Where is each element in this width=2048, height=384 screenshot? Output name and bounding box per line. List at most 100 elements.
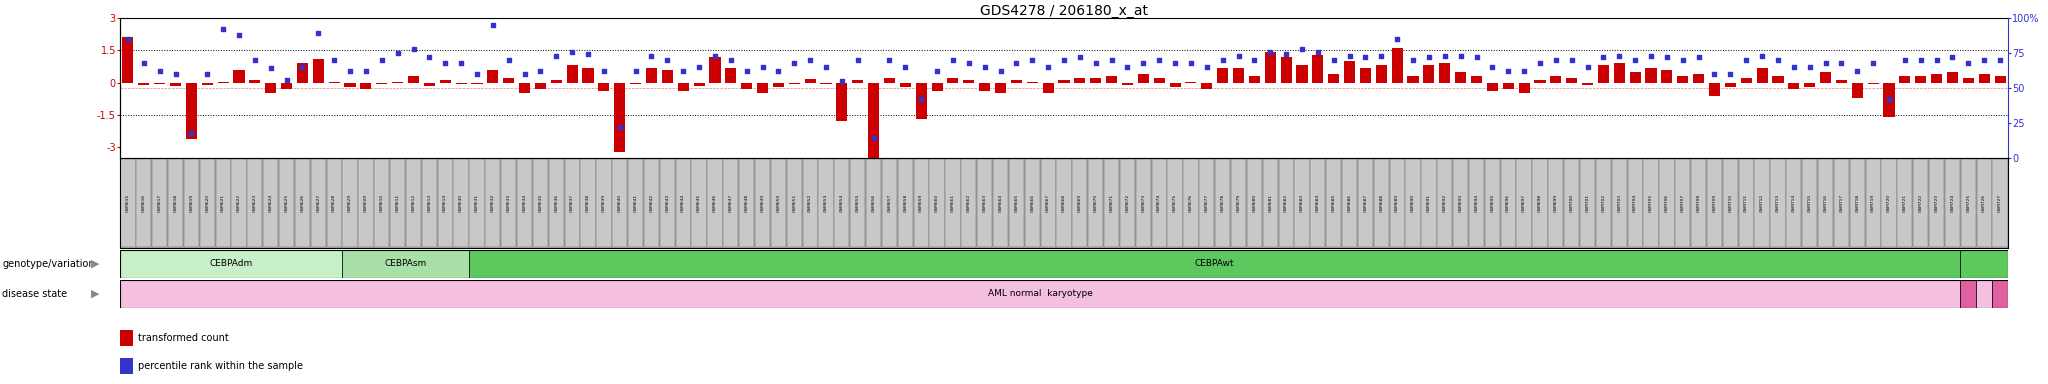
Bar — [1106, 76, 1116, 83]
Point — [1968, 57, 2001, 63]
FancyBboxPatch shape — [1214, 159, 1231, 247]
Text: GSM713: GSM713 — [1776, 194, 1780, 212]
Bar — [1915, 76, 1927, 83]
FancyBboxPatch shape — [930, 159, 944, 247]
Point — [1571, 64, 1604, 70]
Text: GSM642: GSM642 — [649, 194, 653, 212]
Bar — [899, 83, 911, 87]
FancyBboxPatch shape — [1976, 159, 1993, 247]
FancyBboxPatch shape — [1104, 159, 1118, 247]
Text: GSM649: GSM649 — [760, 194, 764, 212]
Text: GSM687: GSM687 — [1364, 194, 1368, 212]
Point — [825, 78, 858, 84]
Bar — [313, 59, 324, 83]
Text: GSM701: GSM701 — [1585, 194, 1589, 212]
Text: GSM657: GSM657 — [887, 194, 891, 212]
Text: GSM682: GSM682 — [1284, 194, 1288, 212]
Bar — [1534, 81, 1546, 83]
Point — [334, 68, 367, 74]
Bar — [1503, 83, 1513, 89]
FancyBboxPatch shape — [819, 159, 834, 247]
Text: GSM619: GSM619 — [188, 194, 193, 212]
Bar — [1376, 65, 1386, 83]
Point — [1333, 53, 1366, 59]
Text: GSM637: GSM637 — [569, 194, 573, 212]
Point — [207, 26, 240, 32]
Point — [1049, 57, 1081, 63]
Text: GSM716: GSM716 — [1823, 194, 1827, 212]
FancyBboxPatch shape — [1040, 159, 1057, 247]
Bar — [645, 68, 657, 83]
Point — [778, 60, 811, 66]
Point — [1063, 54, 1096, 60]
FancyBboxPatch shape — [1849, 159, 1866, 247]
Text: GSM625: GSM625 — [285, 194, 289, 212]
Bar — [948, 78, 958, 83]
FancyBboxPatch shape — [406, 159, 422, 247]
FancyBboxPatch shape — [1405, 159, 1421, 247]
Text: GSM610: GSM610 — [379, 194, 383, 212]
Point — [635, 53, 668, 59]
Text: GSM623: GSM623 — [252, 194, 256, 212]
FancyBboxPatch shape — [1200, 159, 1214, 247]
Point — [1159, 60, 1192, 66]
Text: GSM688: GSM688 — [1378, 194, 1382, 212]
FancyBboxPatch shape — [1896, 159, 1913, 247]
Bar — [1851, 83, 1864, 98]
Bar — [1804, 83, 1815, 87]
Bar — [1645, 68, 1657, 83]
Bar — [1724, 83, 1737, 87]
Text: transformed count: transformed count — [137, 333, 229, 343]
Point — [1300, 48, 1333, 55]
FancyBboxPatch shape — [946, 159, 961, 247]
Text: GSM671: GSM671 — [1110, 194, 1114, 212]
Point — [1032, 64, 1065, 70]
FancyBboxPatch shape — [1438, 159, 1452, 247]
FancyBboxPatch shape — [1485, 159, 1499, 247]
Text: GSM636: GSM636 — [555, 194, 559, 212]
Point — [1681, 54, 1714, 60]
Bar — [121, 358, 133, 374]
Bar — [455, 83, 467, 84]
Title: GDS4278 / 206180_x_at: GDS4278 / 206180_x_at — [981, 4, 1149, 18]
Bar — [1898, 76, 1911, 83]
Text: GSM672: GSM672 — [1126, 194, 1128, 212]
Point — [1364, 53, 1397, 59]
Point — [174, 130, 207, 136]
FancyBboxPatch shape — [1184, 159, 1198, 247]
Text: GSM711: GSM711 — [1745, 194, 1749, 212]
Text: GSM667: GSM667 — [1047, 194, 1051, 212]
FancyBboxPatch shape — [1819, 159, 1833, 247]
Bar — [121, 250, 342, 278]
FancyBboxPatch shape — [248, 159, 262, 247]
Point — [858, 135, 891, 141]
FancyBboxPatch shape — [135, 159, 152, 247]
Point — [1841, 68, 1874, 74]
FancyBboxPatch shape — [1960, 159, 1976, 247]
Text: GSM654: GSM654 — [840, 194, 844, 212]
Point — [127, 60, 160, 66]
Point — [1985, 57, 2017, 63]
Bar — [1835, 81, 1847, 83]
Point — [143, 68, 176, 74]
Point — [745, 64, 778, 70]
Point — [461, 71, 494, 77]
FancyBboxPatch shape — [1659, 159, 1675, 247]
Bar — [979, 83, 991, 91]
Point — [1460, 54, 1493, 60]
Bar — [758, 83, 768, 93]
Bar — [1122, 83, 1133, 85]
FancyBboxPatch shape — [1341, 159, 1358, 247]
FancyBboxPatch shape — [739, 159, 754, 247]
Point — [1808, 60, 1841, 66]
Point — [872, 57, 905, 63]
Bar — [1313, 55, 1323, 83]
Bar — [725, 68, 737, 83]
Bar — [342, 250, 469, 278]
Text: GSM721: GSM721 — [1903, 194, 1907, 212]
Bar — [1788, 83, 1800, 89]
Point — [809, 64, 842, 70]
Text: GSM675: GSM675 — [1174, 194, 1178, 212]
Bar — [868, 83, 879, 158]
Point — [1761, 57, 1794, 63]
